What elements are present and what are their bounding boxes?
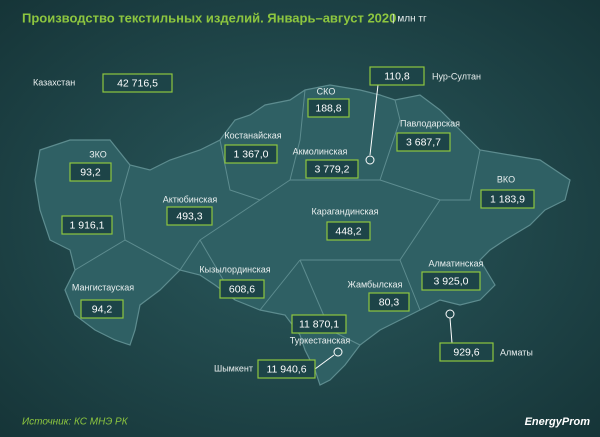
title: Производство текстильных изделий. Январь… xyxy=(22,10,396,25)
city-marker xyxy=(365,155,375,165)
region-label: Жамбылская xyxy=(348,279,403,289)
value-box xyxy=(480,189,535,209)
connector xyxy=(314,354,335,370)
unit: | млн тг xyxy=(392,14,427,25)
region-value: 929,6 xyxy=(453,346,479,358)
source: Источник: КС МНЭ РК xyxy=(22,417,129,428)
region-label: Павлодарская xyxy=(400,118,460,128)
region-value: 11 940,6 xyxy=(266,363,306,375)
value-box xyxy=(307,98,350,118)
logo: EnergyProm xyxy=(525,416,591,428)
value-box xyxy=(257,359,316,379)
region-label: Алматинская xyxy=(429,258,484,268)
region-value: 11 870,1 xyxy=(299,318,339,330)
connector xyxy=(449,317,453,344)
region-value: 188,8 xyxy=(315,102,341,114)
region-value: 93,2 xyxy=(80,166,101,178)
region-label: ЗКО xyxy=(89,149,107,159)
city-marker xyxy=(445,309,455,319)
value-box xyxy=(80,299,124,319)
city-marker xyxy=(333,347,343,357)
region-label: Кызылординская xyxy=(199,264,270,274)
region-label: Алматы xyxy=(500,347,533,357)
region-label: Казахстан xyxy=(33,77,75,87)
region-value: 3 687,7 xyxy=(406,136,441,148)
value-box xyxy=(369,66,425,86)
region-value: 110,8 xyxy=(384,70,410,82)
region-label: СКО xyxy=(317,86,336,96)
value-box xyxy=(396,132,451,152)
value-box xyxy=(421,271,481,291)
connector xyxy=(369,84,379,156)
region-value: 448,2 xyxy=(335,225,361,237)
region-label: Костанайская xyxy=(224,130,281,140)
region-label: Шымкент xyxy=(214,363,253,373)
value-box xyxy=(102,73,173,93)
region-value: 1 183,9 xyxy=(490,193,525,205)
region-label: Актюбинская xyxy=(163,194,218,204)
value-box xyxy=(326,221,371,241)
region-value: 608,6 xyxy=(229,283,255,295)
value-box xyxy=(305,159,359,179)
region-label: Акмолинская xyxy=(293,146,348,156)
region-value: 3 779,2 xyxy=(314,163,349,175)
value-box xyxy=(224,144,278,164)
value-box xyxy=(219,279,265,299)
region-borders xyxy=(74,89,481,346)
region-value: 42 716,5 xyxy=(117,77,158,89)
value-box xyxy=(368,292,410,312)
region-label: Нур-Султан xyxy=(432,71,481,81)
region-value: 1 916,1 xyxy=(69,219,104,231)
region-value: 1 367,0 xyxy=(233,148,268,160)
value-box xyxy=(166,206,213,226)
region-value: 80,3 xyxy=(379,296,400,308)
value-box xyxy=(69,162,112,182)
region-label: Карагандинская xyxy=(311,206,378,216)
country-shape xyxy=(34,84,571,386)
region-value: 493,3 xyxy=(176,210,202,222)
value-box xyxy=(439,342,494,362)
value-box xyxy=(61,215,113,235)
region-label: ВКО xyxy=(497,174,515,184)
region-value: 94,2 xyxy=(92,303,113,315)
value-box xyxy=(291,314,347,334)
region-label: Мангистауская xyxy=(72,282,134,292)
region-label: Туркестанская xyxy=(290,335,351,345)
region-value: 3 925,0 xyxy=(433,275,468,287)
